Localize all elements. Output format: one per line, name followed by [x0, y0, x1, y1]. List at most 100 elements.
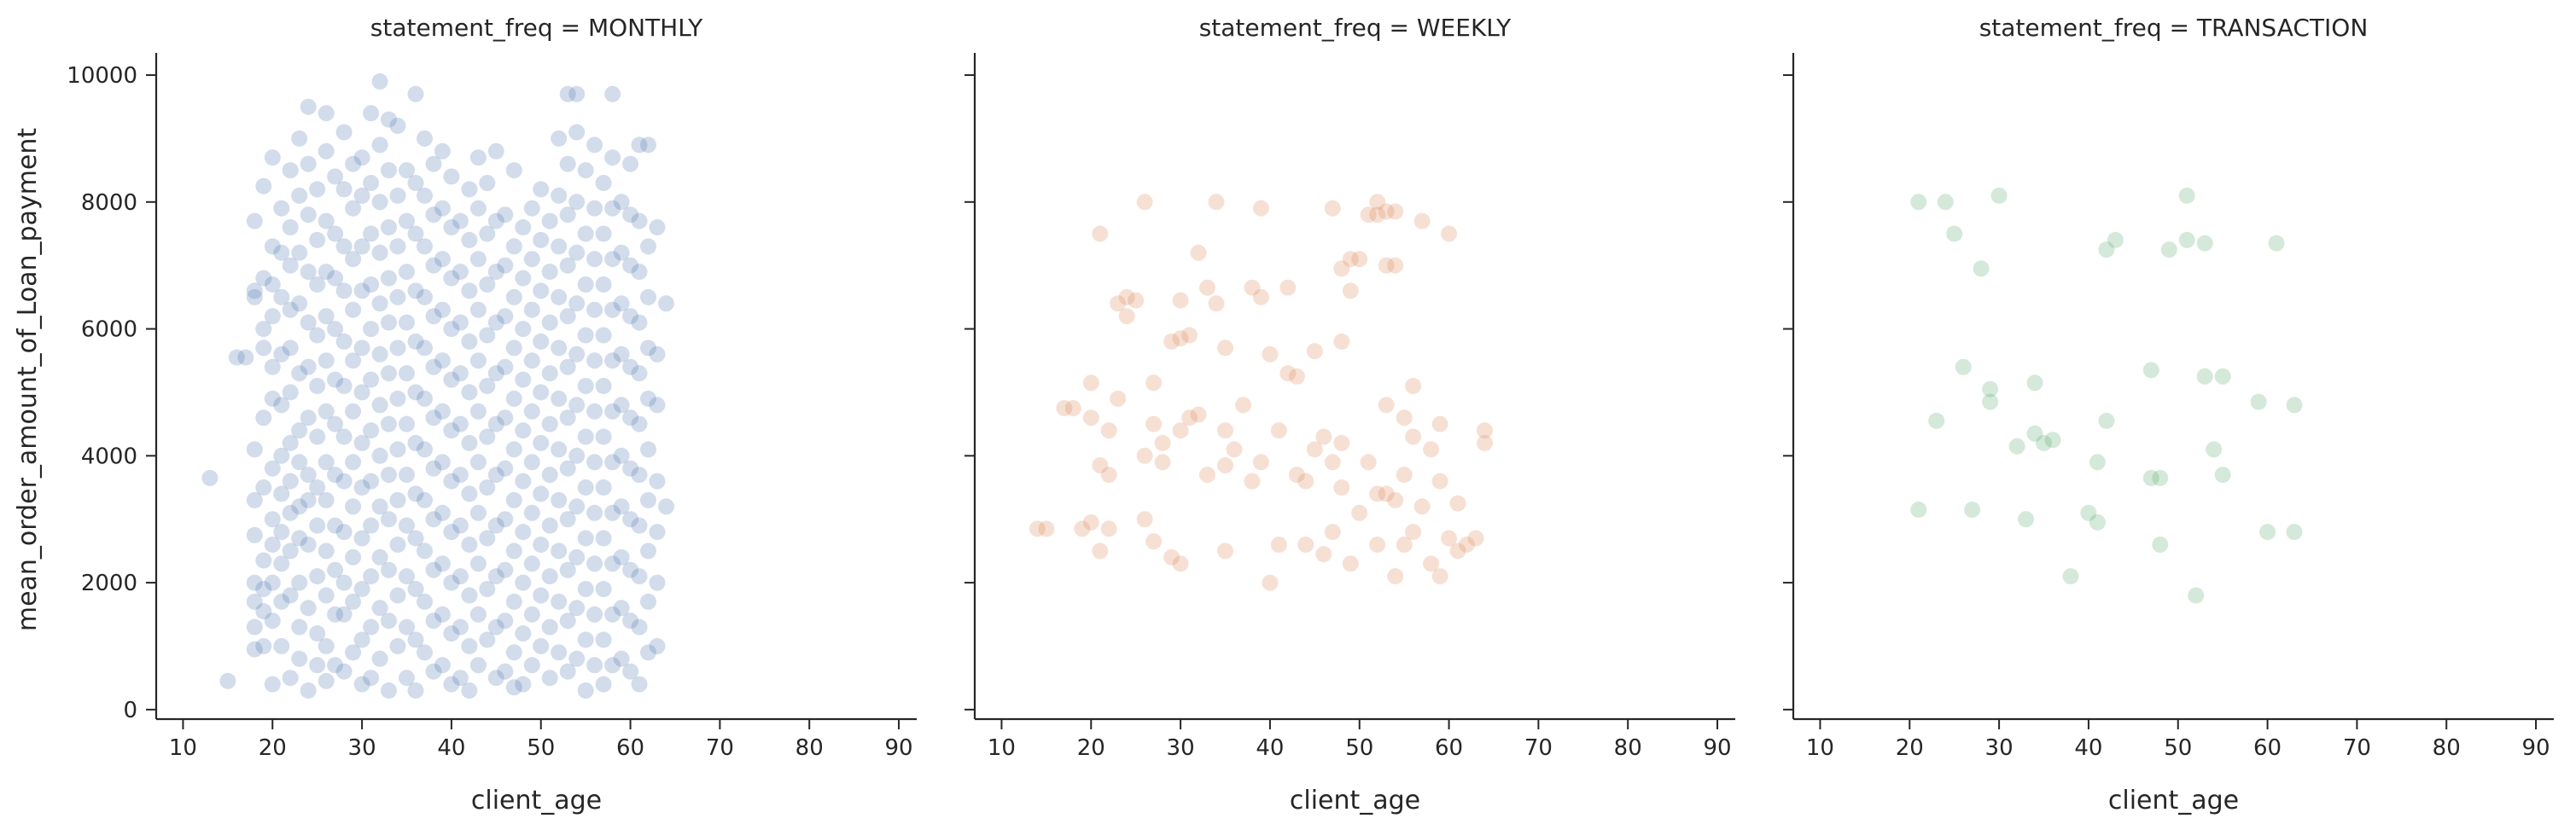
data-point [1937, 194, 1954, 211]
data-point [434, 403, 451, 420]
data-point [487, 618, 504, 636]
data-point [505, 441, 522, 458]
data-point [461, 333, 478, 350]
facet-title-transaction: statement_freq = TRANSACTION [1979, 14, 2369, 42]
data-point [425, 612, 442, 630]
data-point [407, 175, 424, 191]
data-point [551, 644, 568, 661]
data-point [1136, 447, 1153, 464]
data-point [487, 517, 504, 534]
data-point [219, 672, 236, 689]
data-point [1092, 457, 1109, 473]
data-point [649, 397, 666, 414]
data-point [2206, 441, 2223, 458]
data-point [604, 403, 621, 420]
data-point [1226, 441, 1243, 458]
data-point [1279, 365, 1297, 382]
data-point [479, 581, 496, 597]
data-point [363, 225, 380, 242]
data-point [363, 568, 380, 585]
data-point [335, 428, 353, 445]
data-point [1064, 400, 1081, 416]
data-point [273, 593, 290, 610]
data-point [452, 670, 469, 687]
data-point [389, 340, 406, 357]
data-point [363, 105, 380, 122]
data-point [568, 345, 586, 363]
data-point [568, 295, 586, 312]
data-point [434, 352, 451, 369]
data-point [515, 625, 532, 642]
data-point [434, 251, 451, 268]
data-point [327, 270, 344, 287]
data-point [345, 301, 362, 318]
data-point [479, 378, 496, 394]
data-point [2036, 434, 2052, 451]
data-point [353, 434, 370, 451]
data-point [318, 454, 335, 471]
data-point [291, 530, 308, 547]
x-tick-label: 10 [988, 735, 1016, 761]
data-point [2160, 241, 2177, 258]
data-point [586, 352, 603, 369]
data-point [264, 238, 281, 255]
data-point [613, 650, 630, 667]
data-point [559, 409, 576, 427]
data-point [497, 612, 514, 630]
data-point [363, 371, 380, 388]
data-point [1378, 257, 1395, 274]
data-point [622, 511, 639, 528]
data-point [586, 454, 603, 471]
data-point [381, 561, 397, 578]
data-point [417, 288, 433, 305]
data-point [1360, 206, 1377, 223]
data-point [577, 479, 594, 496]
data-point [1082, 374, 1099, 392]
data-point [1092, 543, 1109, 560]
data-point [649, 345, 666, 363]
data-point [353, 479, 370, 496]
data-point [1306, 441, 1323, 458]
data-point [1387, 257, 1404, 274]
data-point [541, 314, 558, 331]
data-point [353, 631, 370, 648]
data-point [371, 345, 388, 363]
data-point [559, 155, 576, 172]
data-point [1333, 434, 1350, 451]
data-point [533, 434, 550, 451]
data-point [452, 264, 469, 281]
data-point [237, 349, 254, 366]
data-point [282, 473, 299, 490]
data-point [335, 333, 353, 350]
data-point [291, 244, 308, 261]
data-point [541, 670, 558, 687]
data-point [291, 130, 308, 147]
data-point [595, 327, 612, 344]
data-point [300, 491, 317, 508]
data-point [613, 548, 630, 566]
x-axis-label-monthly: client_age [471, 786, 602, 815]
data-point [1360, 454, 1377, 471]
data-point [541, 365, 558, 382]
data-point [407, 434, 424, 451]
data-point [273, 288, 290, 305]
data-point [1110, 295, 1127, 312]
data-point [568, 85, 586, 102]
data-point [1082, 409, 1099, 427]
data-point [533, 587, 550, 604]
data-point [649, 473, 666, 490]
data-point [1262, 574, 1279, 591]
data-point [523, 301, 540, 318]
data-point [345, 352, 362, 369]
data-point [282, 219, 299, 235]
data-point [246, 618, 263, 636]
data-point [515, 524, 532, 541]
data-point [461, 587, 478, 604]
data-point [622, 308, 639, 325]
data-point [469, 352, 487, 369]
data-point [443, 625, 460, 642]
data-point [551, 130, 568, 147]
data-point [622, 663, 639, 680]
data-point [595, 631, 612, 648]
data-point [604, 352, 621, 369]
